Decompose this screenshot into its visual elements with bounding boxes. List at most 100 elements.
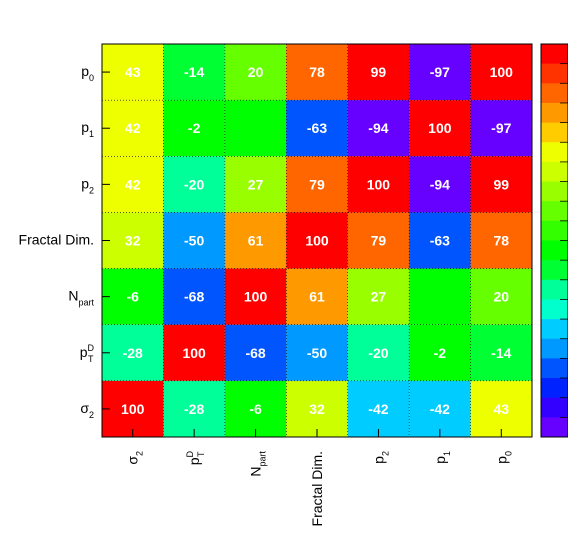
heatmap-cell bbox=[409, 156, 471, 213]
cell-labels: 43 -14 20 78 99 -97 100 42 -2 -63 -94 100 -97 42 -20 27… bbox=[121, 64, 513, 417]
y-axis-labels: p0 p1 p2 Fractal Dim. Npart pD T σ2 bbox=[19, 63, 110, 420]
heatmap-cell bbox=[286, 324, 348, 381]
heatmap-cell bbox=[163, 212, 225, 269]
colorbar-segment bbox=[541, 201, 568, 222]
cell-value-label: -14 bbox=[184, 64, 204, 80]
cell-value-label: -97 bbox=[430, 64, 450, 80]
cell-value-label: 100 bbox=[490, 64, 514, 80]
colorbar-segment bbox=[541, 358, 568, 379]
heatmap-cell bbox=[409, 324, 471, 381]
x-tick-label: p2 bbox=[370, 451, 390, 464]
heatmap-cell bbox=[286, 380, 348, 437]
heatmap-cell bbox=[470, 212, 532, 269]
x-tick-label: Npart bbox=[248, 451, 268, 477]
cell-value-label: -42 bbox=[430, 401, 450, 417]
cell-value-label: -2 bbox=[434, 345, 447, 361]
colorbar-segment bbox=[541, 260, 568, 281]
cell-value-label: -28 bbox=[123, 345, 143, 361]
y-tick-label: σ2 bbox=[80, 400, 94, 420]
cell-value-label: 79 bbox=[371, 233, 387, 249]
heatmap-cell bbox=[163, 324, 225, 381]
cell-value-label: 100 bbox=[367, 176, 391, 192]
heatmap-cell bbox=[286, 100, 348, 157]
heatmap-cell bbox=[163, 44, 225, 101]
heatmap-cell bbox=[286, 156, 348, 213]
y-tick-label: p0 bbox=[81, 63, 94, 83]
cell-value-label: -20 bbox=[368, 345, 388, 361]
heatmap-cell bbox=[102, 324, 164, 381]
cell-value-label: 100 bbox=[244, 289, 268, 305]
x-tick-label: pDT bbox=[185, 451, 206, 466]
y-tick-label: Npart bbox=[68, 288, 94, 308]
y-tick-label: p2 bbox=[81, 175, 94, 195]
heatmap-cell bbox=[347, 100, 410, 157]
x-tick-label: Fractal Dim. bbox=[309, 451, 325, 526]
heatmap-cell bbox=[102, 268, 164, 325]
cell-value-label: 43 bbox=[493, 401, 509, 417]
colorbar-segment bbox=[541, 417, 568, 438]
heatmap-cell bbox=[347, 324, 410, 381]
cell-value-label: 99 bbox=[493, 176, 509, 192]
cell-value-label: -63 bbox=[430, 233, 450, 249]
grid-lines bbox=[102, 44, 532, 437]
colorbar-segment bbox=[541, 378, 568, 399]
cell-value-label: 78 bbox=[493, 233, 509, 249]
cell-value-label: 20 bbox=[248, 64, 264, 80]
cell-value-label: -6 bbox=[126, 289, 139, 305]
cell-value-label: 27 bbox=[248, 176, 264, 192]
cell-value-label: -68 bbox=[245, 345, 265, 361]
heatmap-cell bbox=[102, 380, 164, 437]
heatmap-cell bbox=[409, 100, 471, 157]
cell-value-label: 100 bbox=[428, 120, 452, 136]
heatmap-cell bbox=[470, 268, 532, 325]
heatmap-cell bbox=[102, 44, 164, 101]
cell-value-label: -50 bbox=[184, 233, 204, 249]
heatmap-cell bbox=[470, 156, 532, 213]
heatmap-cell bbox=[409, 212, 471, 269]
cell-value-label: -2 bbox=[188, 120, 201, 136]
colorbar-segment bbox=[541, 181, 568, 202]
colorbar-segment bbox=[541, 338, 568, 359]
cell-value-label: -97 bbox=[491, 120, 511, 136]
heatmap-cell bbox=[224, 156, 287, 213]
cell-value-label: -6 bbox=[249, 401, 262, 417]
colorbar-segment bbox=[541, 299, 568, 320]
cell-value-label: -14 bbox=[491, 345, 511, 361]
colorbar-segment bbox=[541, 142, 568, 163]
cell-value-label: 78 bbox=[309, 64, 325, 80]
cell-value-label: -63 bbox=[307, 120, 327, 136]
colorbar-frame bbox=[540, 43, 568, 438]
heatmap-cell bbox=[347, 44, 410, 101]
heatmap-cells bbox=[102, 44, 532, 437]
heatmap-cell bbox=[347, 156, 410, 213]
colorbar-segment bbox=[541, 44, 568, 65]
cell-value-label: -50 bbox=[307, 345, 327, 361]
cell-value-label: 32 bbox=[309, 401, 325, 417]
heatmap-cell bbox=[470, 380, 532, 437]
heatmap-cell bbox=[409, 380, 471, 437]
heatmap-cell bbox=[347, 268, 410, 325]
heatmap-cell bbox=[286, 268, 348, 325]
cell-value-label: -20 bbox=[184, 176, 204, 192]
y-tick-label: Fractal Dim. bbox=[19, 232, 94, 248]
heatmap-cell bbox=[224, 380, 287, 437]
heatmap-cell bbox=[163, 268, 225, 325]
cell-value-label: -94 bbox=[430, 176, 450, 192]
cell-value-label: -68 bbox=[184, 289, 204, 305]
colorbar-segment bbox=[541, 220, 568, 241]
heatmap-cell bbox=[409, 44, 471, 101]
cell-value-label: -28 bbox=[184, 401, 204, 417]
color-scale-bar bbox=[540, 43, 568, 438]
cell-value-label: 32 bbox=[125, 233, 141, 249]
heatmap-cell bbox=[286, 212, 348, 269]
cell-value-label: -94 bbox=[368, 120, 388, 136]
colorbar-segment bbox=[541, 63, 568, 84]
cell-value-label: 20 bbox=[493, 289, 509, 305]
heatmap-cell bbox=[470, 44, 532, 101]
heatmap-cell bbox=[470, 100, 532, 157]
cell-value-label: 79 bbox=[309, 176, 325, 192]
colorbar-segment bbox=[541, 279, 568, 300]
cell-value-label: 42 bbox=[125, 120, 141, 136]
heatmap-cell bbox=[286, 44, 348, 101]
